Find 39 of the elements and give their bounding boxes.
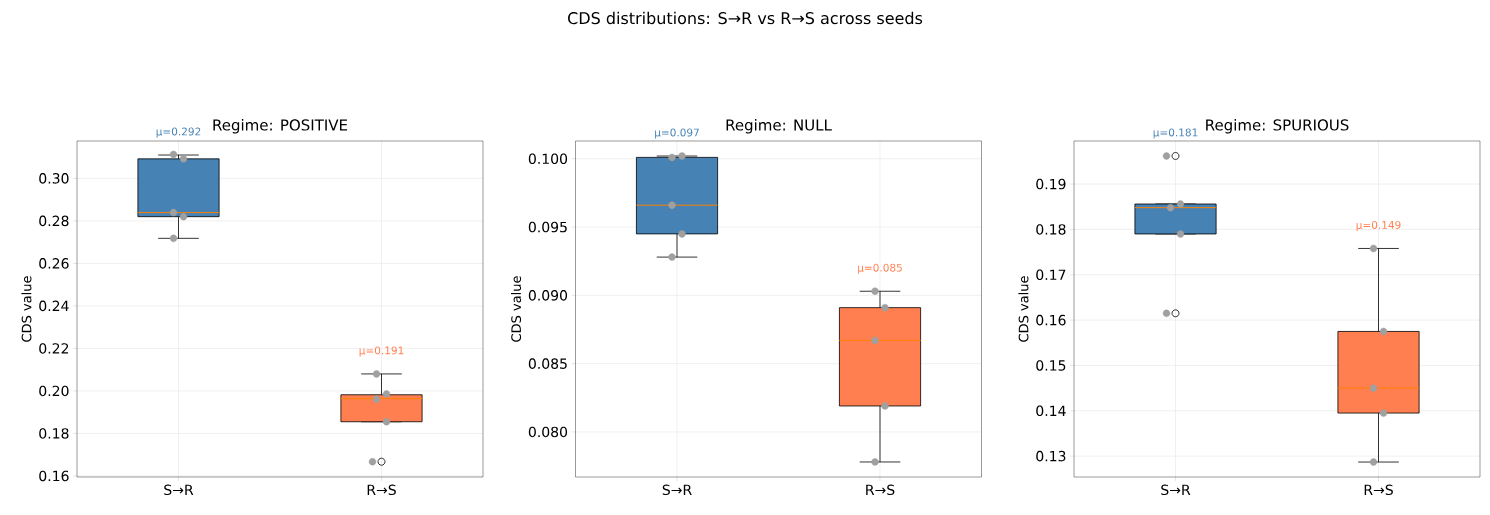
y-tick-label: 0.15 [1036,360,1066,371]
annotation: μ=0.149 [1356,220,1401,231]
x-tick-label: S→R [662,484,692,496]
y-tick-label: 0.30 [39,173,69,184]
chart-title: Regime: POSITIVE [213,118,348,134]
y-tick-label: 0.080 [528,426,568,438]
text: μ=0.292 [156,127,201,138]
y-tick-label: 0.26 [39,258,69,269]
x-tick-label: S→R [164,484,194,496]
text: μ=0.181 [1153,128,1198,139]
x-tick-label: S→R [1161,484,1191,496]
y-tick-label: 0.24 [39,300,69,312]
chart-title: Regime: NULL [726,118,832,134]
y-axis-title: CDS value [21,276,32,342]
x-tick-label: R→S [866,484,895,496]
y-axis-title: CDS value [1018,276,1029,342]
y-tick-label: 0.100 [528,153,568,165]
y-tick-label: 0.085 [528,358,567,369]
y-tick-label: 0.18 [1036,224,1066,235]
y-tick-label: 0.16 [39,470,69,482]
chart-title: Regime: SPURIOUS [1206,118,1349,134]
y-tick-label: 0.28 [39,215,69,227]
annotation: μ=0.085 [858,263,902,274]
y-tick-label: 0.22 [39,343,69,354]
x-tick-label: R→S [367,484,396,496]
y-tick-label: 0.14 [1036,405,1066,417]
y-tick-label: 0.20 [39,385,69,397]
y-tick-label: 0.17 [1036,269,1066,281]
y-tick-label: 0.095 [528,221,567,233]
y-tick-label: 0.13 [1036,450,1066,462]
annotation: μ=0.191 [359,346,404,357]
y-tick-label: 0.090 [528,290,568,301]
y-tick-label: 0.16 [1036,314,1066,326]
text: CDS distributions: S→R vs R→S across seeds [568,11,923,25]
y-tick-label: 0.19 [1036,178,1066,190]
y-tick-label: 0.18 [39,428,69,439]
text: μ=0.097 [655,128,699,139]
x-tick-label: R→S [1364,484,1393,496]
y-axis-title: CDS value [511,276,522,342]
